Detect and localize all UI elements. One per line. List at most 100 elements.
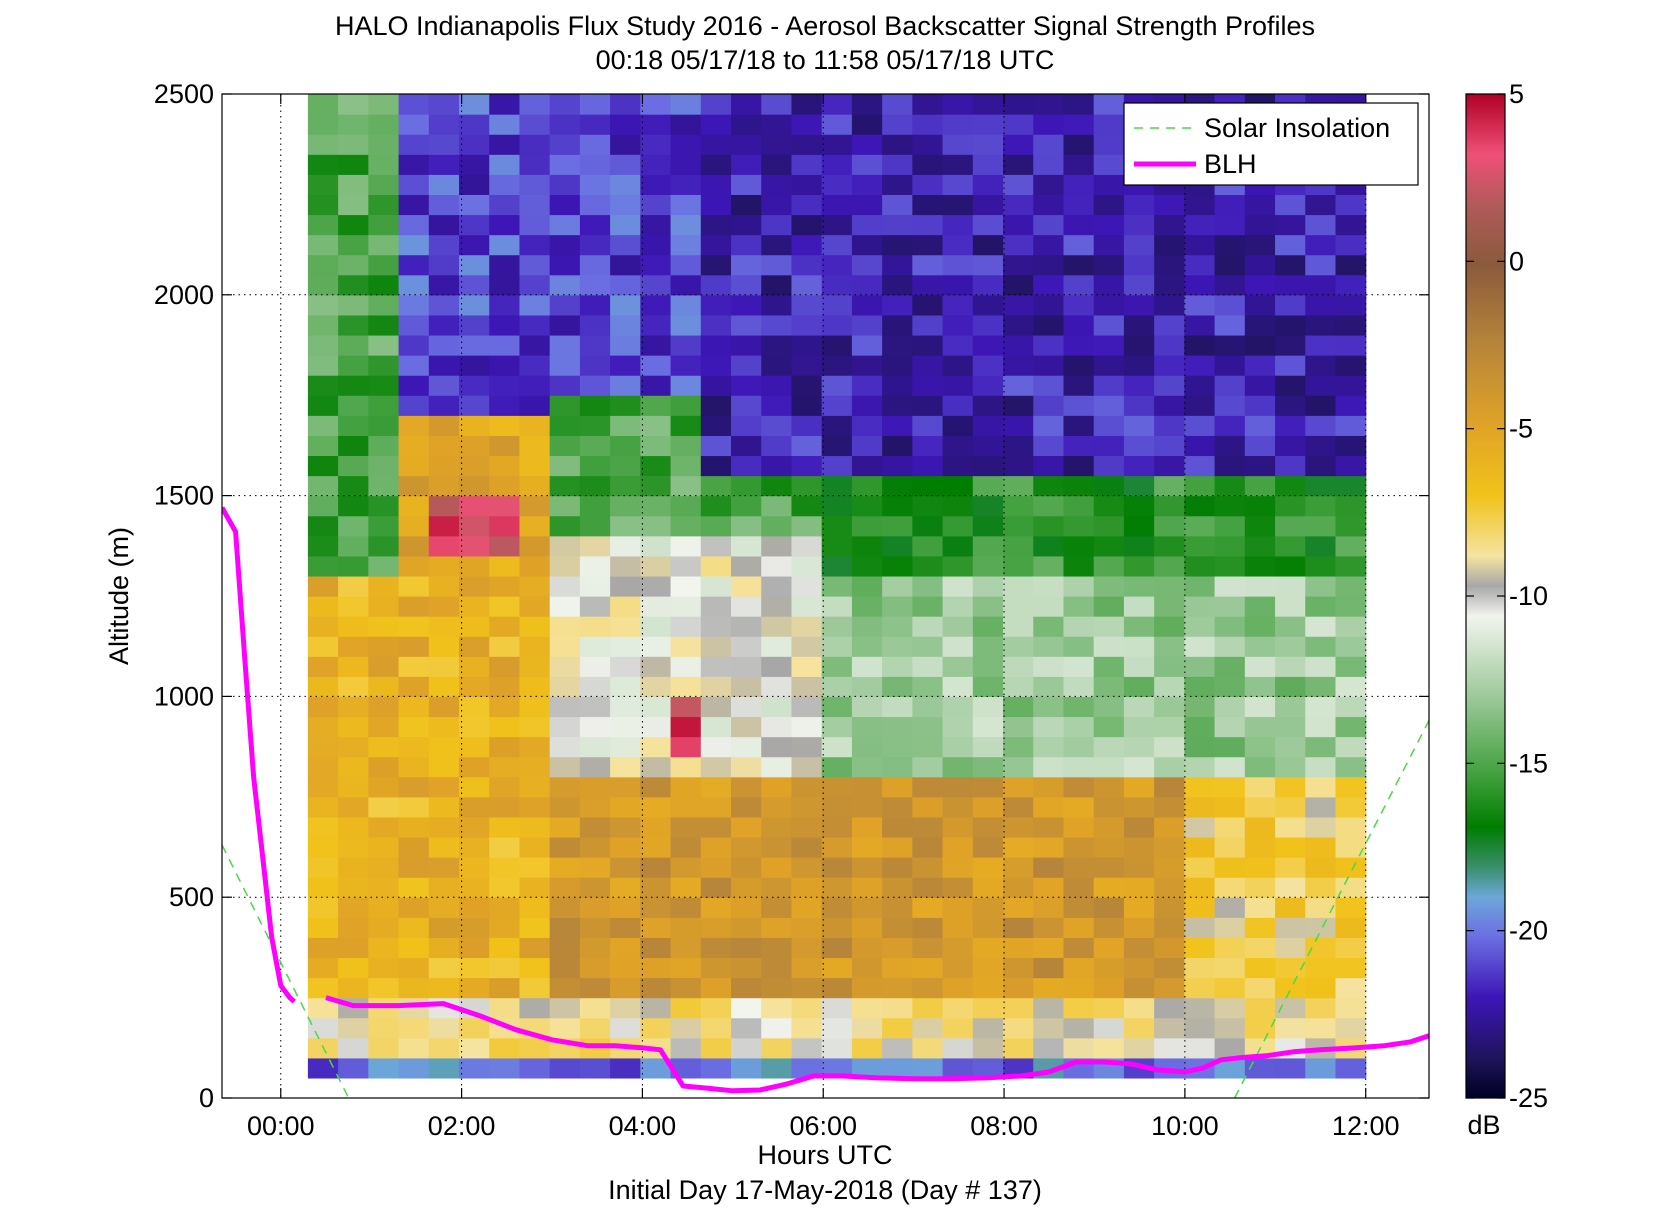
heatmap-cell [821,756,853,778]
heatmap-cell [307,455,339,477]
heatmap-cell [731,957,762,979]
heatmap-cell [338,495,369,517]
heatmap-cell [1093,114,1125,135]
heatmap-cell [489,857,521,878]
heatmap-cell [549,114,581,135]
y-tick-label: 2000 [154,280,214,310]
heatmap-cell [670,535,702,557]
heatmap-cell [1184,194,1216,216]
heatmap-cell [670,575,702,597]
heatmap-cell [549,415,581,436]
heatmap-cell [700,94,732,115]
heatmap-cell [821,796,853,818]
heatmap-cell [1123,234,1155,256]
heatmap-cell [851,596,883,617]
heatmap-cell [428,1057,460,1079]
heatmap-cell [1184,274,1216,296]
heatmap-cell [1063,375,1095,396]
heatmap-cell [398,736,430,758]
heatmap-cell [459,455,490,477]
heatmap-cell [1003,234,1034,256]
heatmap-cell [519,314,551,336]
heatmap-cell [731,455,762,477]
heatmap-cell [700,897,732,918]
heatmap-cell [1335,977,1367,999]
heatmap-cell [1003,756,1034,778]
heatmap-cell [1063,214,1095,236]
heatmap-cell [428,957,460,979]
heatmap-cell [821,596,853,617]
heatmap-cell [1184,857,1216,878]
heatmap-cell [882,796,913,818]
plot-frame [221,93,1430,1099]
heatmap-cell [1305,294,1337,316]
heatmap-cell [1063,334,1095,356]
heatmap-cell [1093,495,1125,517]
heatmap-cell [1335,395,1367,416]
heatmap-cell [640,1017,672,1039]
heatmap-cell [912,214,944,236]
heatmap-cell [942,314,974,336]
heatmap-cell [1275,716,1306,738]
heatmap-cell [579,776,611,798]
heatmap-cell [882,836,913,858]
heatmap-cell [398,435,430,457]
heatmap-cell [338,395,369,416]
heatmap-cell [1154,756,1185,778]
heatmap-cell [912,455,944,477]
heatmap-cell [368,194,400,216]
heatmap-cell [882,415,913,436]
heatmap-cell [1123,917,1155,938]
heatmap-cell [1184,636,1216,657]
heatmap-cell [1305,756,1337,778]
heatmap-cell [1003,857,1034,878]
heatmap-cell [338,1017,369,1039]
heatmap-cell [942,877,974,898]
heatmap-cell [791,355,823,376]
heatmap-cell [489,435,521,457]
heatmap-cell [459,174,490,195]
heatmap-cell [700,274,732,296]
heatmap-cell [1154,676,1185,697]
heatmap-cell [1244,716,1276,738]
heatmap-cell [670,596,702,617]
heatmap-cell [549,154,581,175]
heatmap-cell [640,355,672,376]
heatmap-cell [882,254,913,276]
heatmap-cell [368,977,400,999]
heatmap-cell [1335,937,1367,959]
heatmap-cell [851,555,883,577]
heatmap-cell [882,917,913,938]
heatmap-cell [368,877,400,898]
heatmap-cell [761,836,793,858]
heatmap-cell [821,495,853,517]
heatmap-cell [1275,997,1306,1019]
heatmap-cell [307,736,339,758]
heatmap-cell [700,696,732,718]
heatmap-cell [307,395,339,416]
heatmap-cell [338,174,369,195]
heatmap-cell [428,535,460,557]
heatmap-cell [398,154,430,175]
heatmap-cell [1093,696,1125,718]
heatmap-cell [731,977,762,999]
heatmap-cell [1335,475,1367,497]
heatmap-cell [882,997,913,1019]
heatmap-cell [1003,194,1034,216]
heatmap-cell [338,877,369,898]
heatmap-cell [1335,676,1367,697]
heatmap-cell [549,1057,581,1079]
heatmap-cell [1063,254,1095,276]
heatmap-cell [519,816,551,838]
heatmap-cell [761,756,793,778]
heatmap-cell [428,977,460,999]
heatmap-cell [519,194,551,216]
heatmap-cell [307,997,339,1019]
heatmap-cell [519,334,551,356]
heatmap-cell [459,274,490,296]
x-axis-label: Hours UTC [757,1140,892,1170]
heatmap-cell [519,696,551,718]
heatmap-cell [579,816,611,838]
heatmap-cell [549,696,581,718]
